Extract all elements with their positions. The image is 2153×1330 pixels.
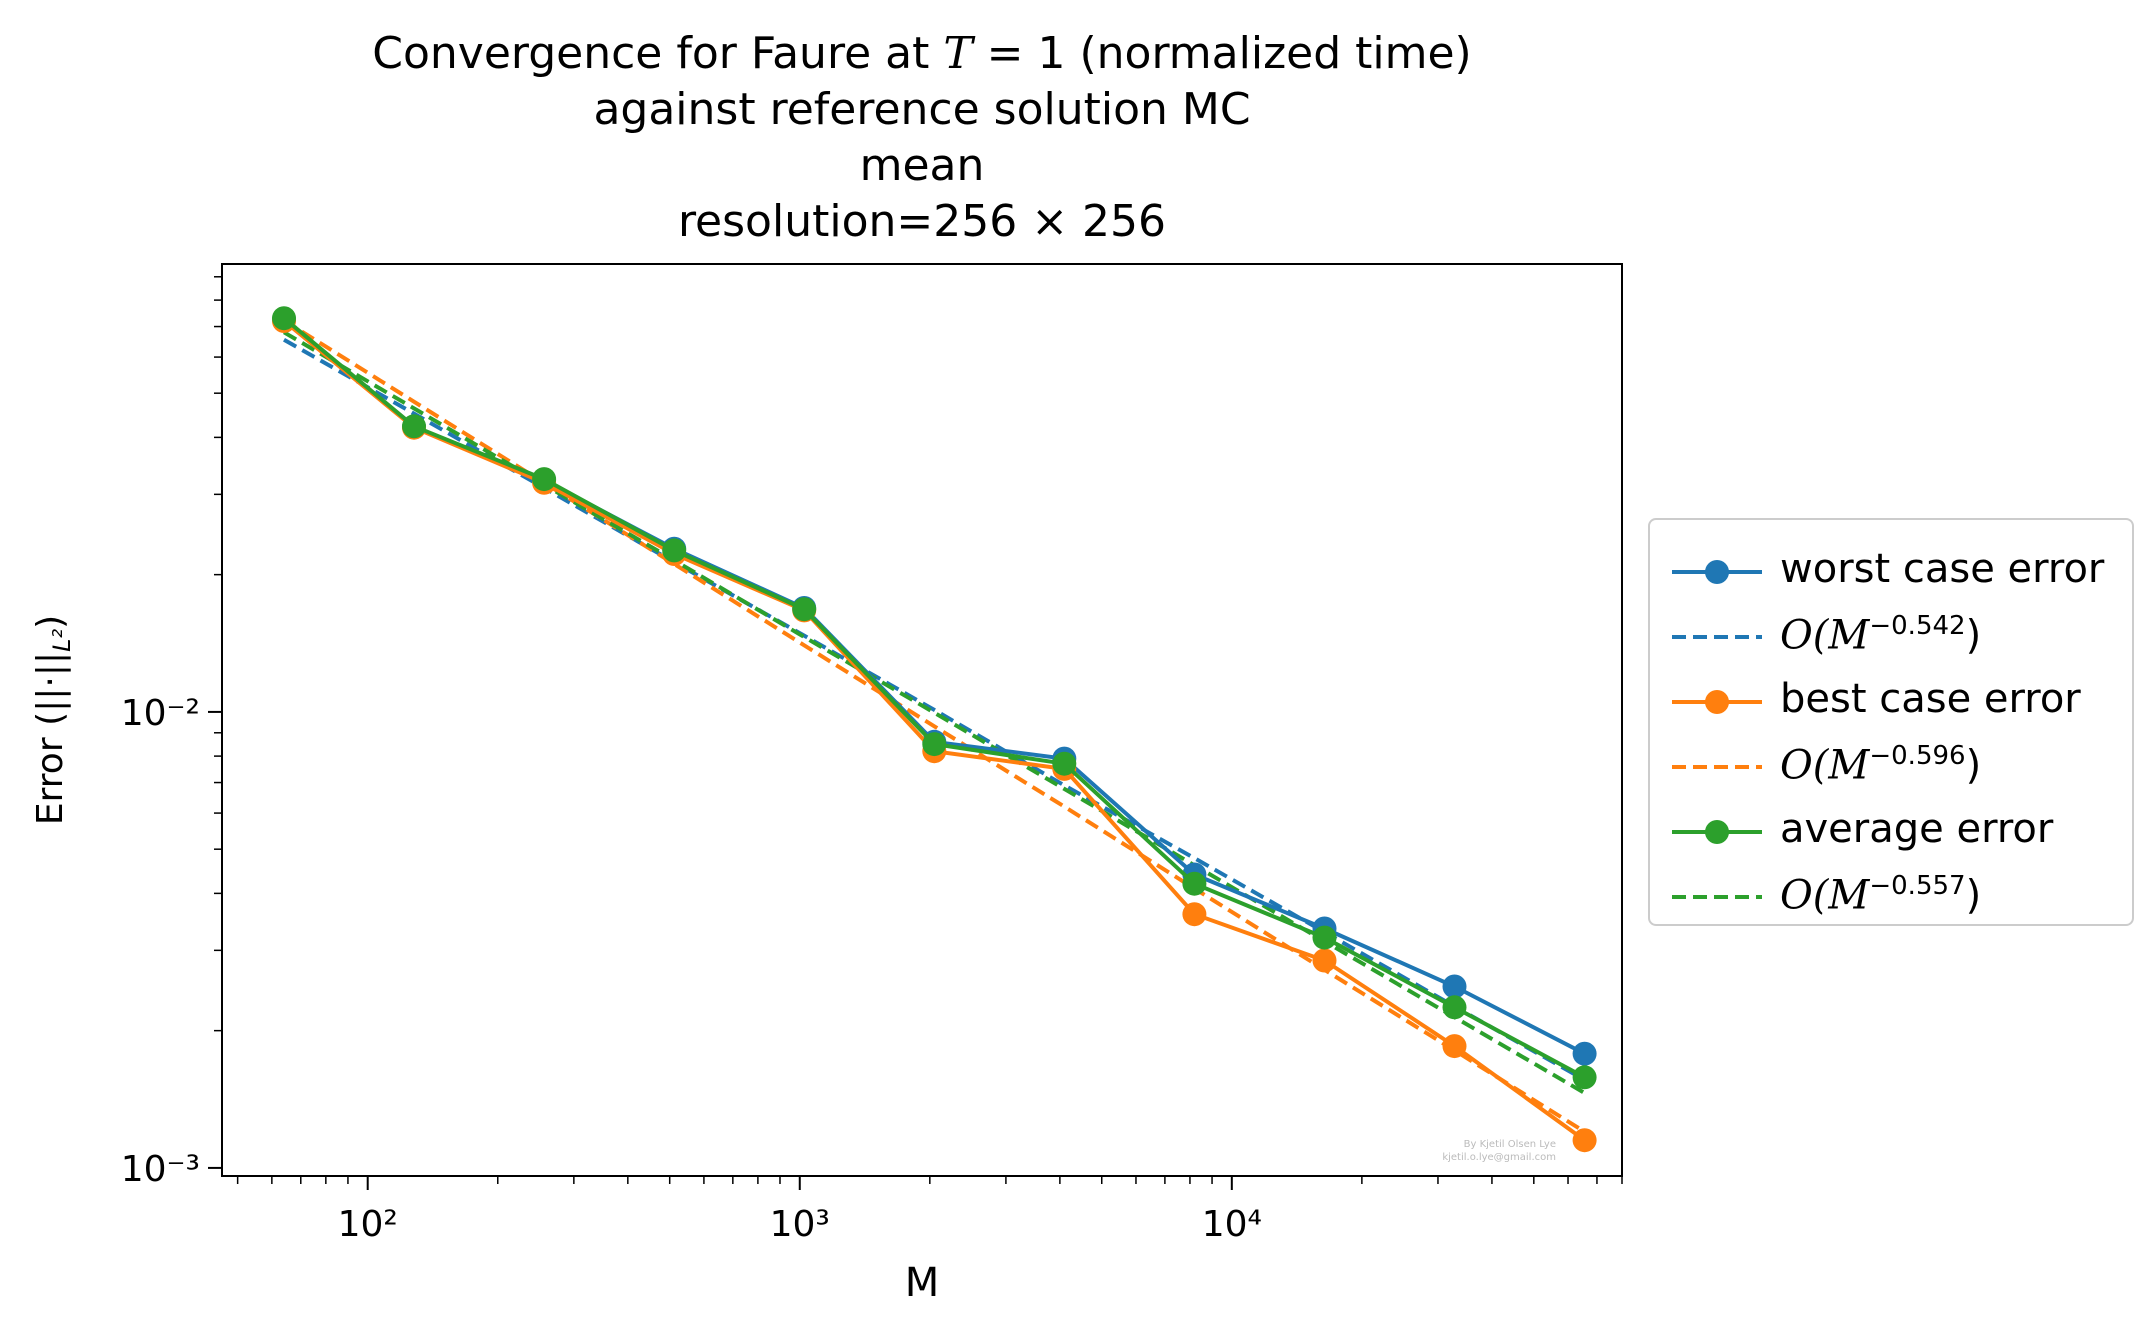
legend-item-4: average error <box>1650 800 2132 860</box>
data-point-4-7 <box>1182 871 1207 896</box>
x-axis-label: M <box>905 1260 940 1306</box>
data-point-4-5 <box>922 732 947 757</box>
legend-item-5: O(M−0.557) <box>1650 865 2132 925</box>
data-point-4-6 <box>1052 751 1077 776</box>
legend-swatch-5 <box>1672 895 1762 899</box>
title-line-1: Convergence for Faure at T = 1 (normaliz… <box>372 28 1472 79</box>
watermark-line-2: kjetil.o.lye@gmail.com <box>1442 1152 1556 1163</box>
data-point-2-8 <box>1312 948 1337 973</box>
legend-label-2: best case error <box>1780 676 2081 722</box>
title-line-2: against reference solution MC <box>593 84 1251 135</box>
data-point-4-9 <box>1442 995 1467 1020</box>
x-tick-label-1: 10³ <box>770 1204 830 1245</box>
legend-swatch-3 <box>1672 765 1762 769</box>
chart-title: Convergence for Faure at T = 1 (normaliz… <box>222 26 1622 250</box>
legend-label-1: O(M−0.542) <box>1780 611 1982 659</box>
series-line-3 <box>282 318 1586 1134</box>
series-line-1 <box>283 337 1586 1082</box>
data-point-2-10 <box>1572 1128 1597 1153</box>
y-tick-label-0: 10⁻³ <box>121 1149 200 1190</box>
legend-swatch-2 <box>1672 690 1762 714</box>
data-point-4-3 <box>662 538 687 563</box>
watermark: By Kjetil Olsen Lye kjetil.o.lye@gmail.c… <box>1396 1138 1556 1164</box>
data-point-4-0 <box>272 306 296 331</box>
data-point-4-2 <box>532 467 557 492</box>
legend-item-3: O(M−0.596) <box>1650 735 2132 795</box>
plot-frame <box>221 263 1623 1177</box>
plot-area <box>222 264 1622 1176</box>
legend: worst case error O(M−0.542) best case erro… <box>1648 518 2134 926</box>
title-line-4: resolution=256 × 256 <box>677 196 1167 247</box>
title-line-3: mean <box>859 140 985 191</box>
y-tick-label-1: 10⁻² <box>121 693 200 734</box>
data-point-2-7 <box>1182 902 1207 927</box>
legend-label-3: O(M−0.596) <box>1780 741 1982 789</box>
legend-item-2: best case error <box>1650 670 2132 730</box>
legend-item-1: O(M−0.542) <box>1650 605 2132 665</box>
legend-label-0: worst case error <box>1780 546 2105 592</box>
x-tick-label-0: 10² <box>338 1204 398 1245</box>
legend-label-4: average error <box>1780 806 2054 852</box>
legend-swatch-4 <box>1672 820 1762 844</box>
legend-swatch-1 <box>1672 635 1762 639</box>
legend-swatch-0 <box>1672 560 1762 584</box>
x-tick-label-2: 10⁴ <box>1202 1204 1262 1245</box>
data-point-0-10 <box>1572 1041 1597 1066</box>
data-point-2-9 <box>1442 1034 1467 1059</box>
data-point-0-9 <box>1442 974 1467 999</box>
legend-item-0: worst case error <box>1650 540 2132 600</box>
data-point-4-1 <box>402 414 426 439</box>
watermark-line-1: By Kjetil Olsen Lye <box>1463 1139 1556 1150</box>
data-point-4-10 <box>1572 1065 1597 1090</box>
data-point-4-4 <box>792 597 817 622</box>
data-point-4-8 <box>1312 925 1337 950</box>
legend-label-5: O(M−0.557) <box>1780 871 1982 919</box>
y-axis-label: Error (||·||L²) <box>30 615 76 825</box>
